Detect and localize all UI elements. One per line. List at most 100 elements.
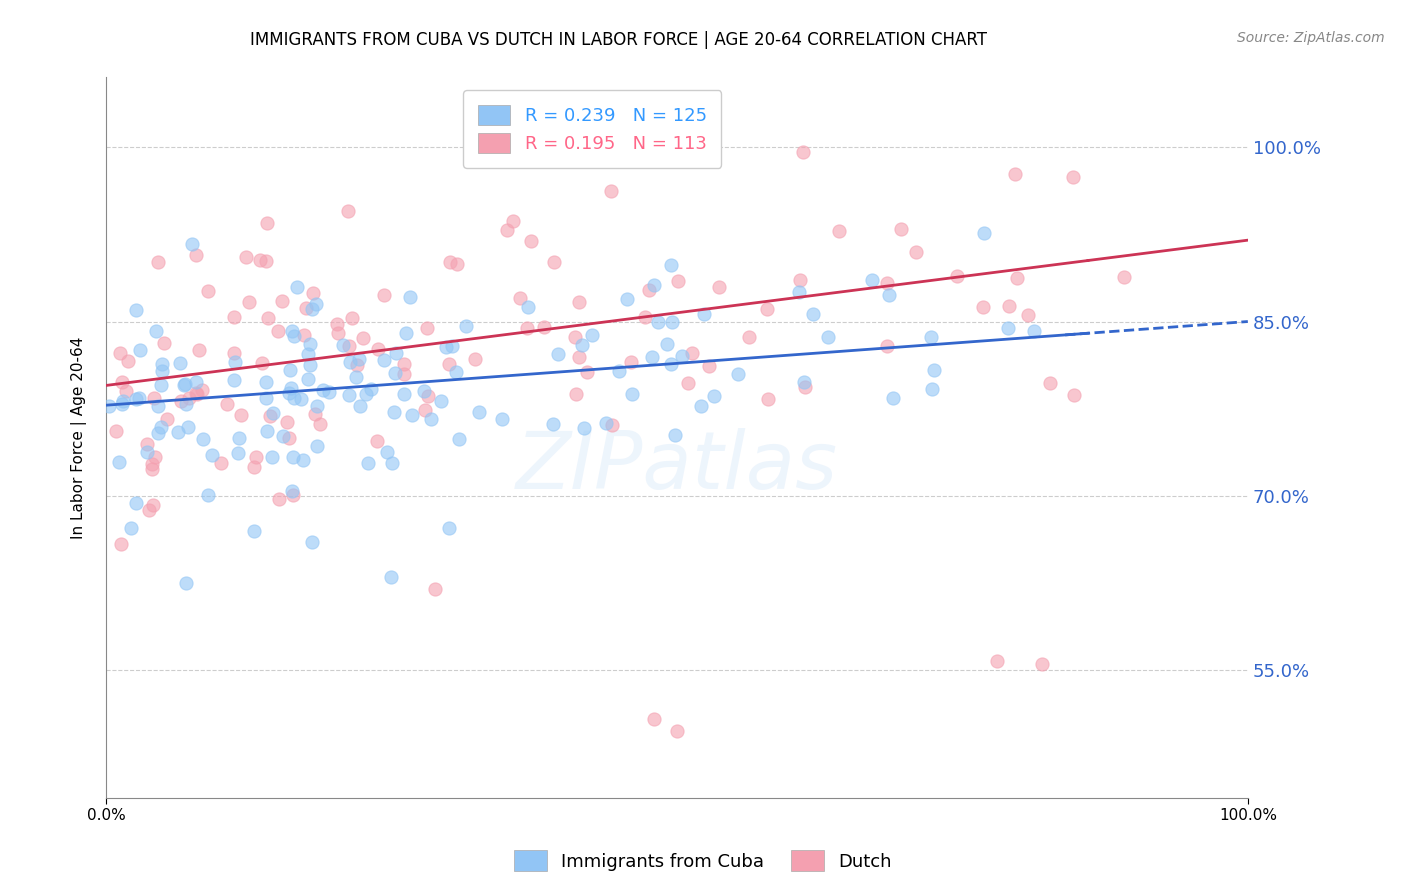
Point bbox=[877, 288, 900, 302]
Legend: Immigrants from Cuba, Dutch: Immigrants from Cuba, Dutch bbox=[508, 843, 898, 879]
Point bbox=[136, 437, 159, 451]
Point bbox=[1062, 170, 1084, 185]
Point bbox=[186, 376, 208, 390]
Point bbox=[110, 537, 132, 551]
Point bbox=[876, 338, 898, 352]
Point bbox=[707, 280, 730, 294]
Point bbox=[924, 363, 946, 377]
Point bbox=[380, 457, 402, 471]
Point bbox=[997, 321, 1019, 335]
Point bbox=[793, 376, 815, 390]
Point bbox=[191, 432, 214, 446]
Point bbox=[671, 349, 693, 363]
Point bbox=[904, 245, 927, 260]
Point bbox=[337, 339, 360, 353]
Point bbox=[283, 329, 305, 343]
Point bbox=[267, 324, 290, 338]
Point bbox=[346, 359, 368, 373]
Point bbox=[519, 235, 541, 249]
Point bbox=[299, 359, 322, 373]
Point bbox=[143, 391, 166, 405]
Point bbox=[186, 386, 208, 401]
Point bbox=[174, 397, 197, 411]
Point bbox=[1031, 657, 1053, 672]
Point bbox=[517, 300, 540, 314]
Point bbox=[297, 371, 319, 385]
Point bbox=[890, 222, 912, 236]
Point bbox=[312, 384, 335, 398]
Point bbox=[367, 342, 389, 356]
Point bbox=[197, 488, 219, 502]
Point bbox=[108, 346, 131, 360]
Point bbox=[360, 382, 382, 396]
Point bbox=[149, 377, 172, 392]
Point bbox=[533, 320, 555, 334]
Point bbox=[298, 337, 321, 351]
Point bbox=[440, 339, 463, 353]
Point bbox=[98, 399, 121, 413]
Point bbox=[876, 276, 898, 290]
Point bbox=[727, 368, 749, 382]
Point bbox=[148, 399, 170, 413]
Point bbox=[416, 388, 439, 402]
Point bbox=[373, 288, 395, 302]
Point bbox=[224, 355, 246, 369]
Point bbox=[541, 417, 564, 432]
Point bbox=[281, 488, 304, 502]
Point bbox=[243, 524, 266, 538]
Point bbox=[191, 383, 214, 397]
Point bbox=[148, 425, 170, 440]
Point bbox=[502, 214, 524, 228]
Point bbox=[413, 384, 436, 398]
Point bbox=[135, 444, 157, 458]
Point bbox=[659, 258, 682, 272]
Point bbox=[817, 330, 839, 344]
Point bbox=[661, 315, 683, 329]
Point bbox=[339, 387, 361, 401]
Point bbox=[437, 521, 460, 535]
Point bbox=[392, 357, 415, 371]
Point bbox=[105, 424, 128, 438]
Point bbox=[281, 450, 304, 465]
Point bbox=[283, 391, 305, 405]
Point bbox=[297, 346, 319, 360]
Point bbox=[285, 279, 308, 293]
Point bbox=[281, 325, 304, 339]
Point bbox=[259, 409, 281, 423]
Point bbox=[793, 380, 815, 394]
Point bbox=[201, 449, 224, 463]
Point bbox=[174, 376, 197, 391]
Point bbox=[278, 363, 301, 377]
Point bbox=[664, 427, 686, 442]
Point bbox=[565, 387, 588, 401]
Point bbox=[188, 343, 211, 357]
Point bbox=[946, 269, 969, 284]
Point bbox=[249, 252, 271, 267]
Point bbox=[620, 355, 643, 369]
Point bbox=[787, 285, 810, 300]
Point bbox=[516, 321, 538, 335]
Point bbox=[278, 386, 301, 401]
Point bbox=[270, 294, 292, 309]
Point bbox=[599, 184, 621, 198]
Point bbox=[564, 330, 586, 344]
Point bbox=[697, 359, 720, 373]
Point bbox=[634, 310, 657, 324]
Point bbox=[690, 399, 713, 413]
Point bbox=[434, 340, 457, 354]
Point bbox=[235, 250, 257, 264]
Point bbox=[138, 502, 160, 516]
Point bbox=[302, 286, 325, 301]
Point bbox=[179, 391, 201, 405]
Point bbox=[1007, 271, 1029, 285]
Point bbox=[128, 391, 150, 405]
Point bbox=[655, 336, 678, 351]
Point bbox=[366, 434, 388, 448]
Point bbox=[860, 273, 883, 287]
Point bbox=[254, 375, 277, 389]
Point bbox=[357, 456, 380, 470]
Point bbox=[792, 145, 814, 160]
Point bbox=[429, 393, 451, 408]
Point bbox=[256, 424, 278, 438]
Point bbox=[145, 324, 167, 338]
